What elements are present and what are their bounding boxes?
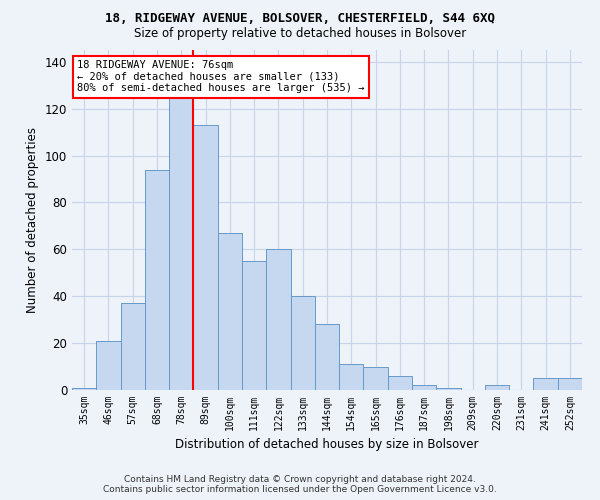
Text: 18 RIDGEWAY AVENUE: 76sqm
← 20% of detached houses are smaller (133)
80% of semi: 18 RIDGEWAY AVENUE: 76sqm ← 20% of detac… [77,60,365,94]
Bar [364,366,388,390]
Bar [290,296,315,390]
Text: Size of property relative to detached houses in Bolsover: Size of property relative to detached ho… [134,28,466,40]
Bar [436,388,461,390]
Bar [242,261,266,390]
Bar [96,341,121,390]
Bar [266,250,290,390]
Bar [339,364,364,390]
Bar [533,378,558,390]
Bar [558,378,582,390]
Text: 18, RIDGEWAY AVENUE, BOLSOVER, CHESTERFIELD, S44 6XQ: 18, RIDGEWAY AVENUE, BOLSOVER, CHESTERFI… [105,12,495,26]
Bar [169,85,193,390]
X-axis label: Distribution of detached houses by size in Bolsover: Distribution of detached houses by size … [175,438,479,452]
Bar [218,233,242,390]
Bar [315,324,339,390]
Bar [72,388,96,390]
Bar [485,386,509,390]
Bar [193,125,218,390]
Text: Contains HM Land Registry data © Crown copyright and database right 2024.
Contai: Contains HM Land Registry data © Crown c… [103,474,497,494]
Bar [412,386,436,390]
Bar [145,170,169,390]
Bar [121,303,145,390]
Bar [388,376,412,390]
Y-axis label: Number of detached properties: Number of detached properties [26,127,39,313]
